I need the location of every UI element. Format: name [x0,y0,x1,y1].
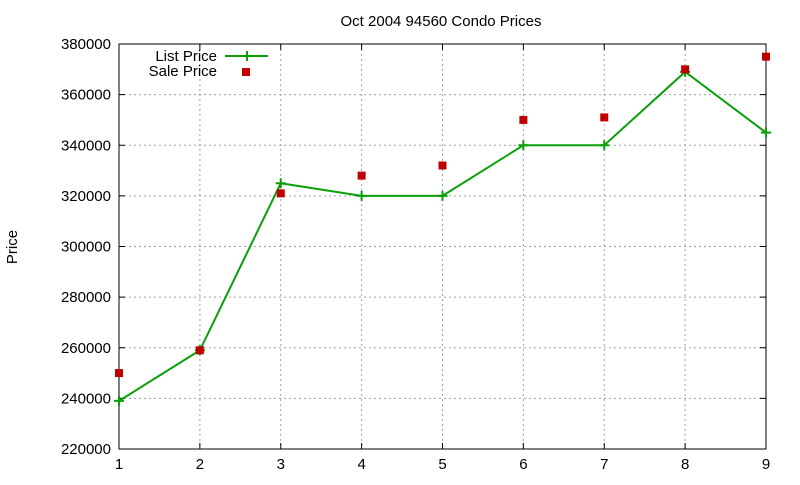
list-price-point [356,190,367,201]
y-tick-label: 260000 [61,340,111,357]
sale-price-point [195,346,204,355]
sale-price-point [438,161,447,170]
list-price-point [761,127,771,138]
sale-price-point [600,113,609,122]
legend-label-list-price: List Price [155,48,217,65]
grid [119,44,766,449]
x-tick-label: 8 [681,456,689,473]
sale-price-point [115,369,123,378]
y-tick-label: 280000 [61,289,111,306]
x-tick-label: 6 [519,456,527,473]
series [114,52,771,406]
sale-price-point [681,65,690,74]
x-tick-label: 7 [600,456,608,473]
list-price-point [114,395,124,406]
legend-marker-sale-price [242,68,250,76]
y-tick-label: 220000 [61,441,111,458]
list-price-point [599,140,610,151]
list-price-point [518,140,529,151]
legend-marker-list-price [242,51,252,61]
y-tick-label: 300000 [61,239,111,256]
list-price-point [275,178,286,189]
sale-price-point [519,115,528,124]
sale-price-point [276,189,285,198]
y-tick-label: 340000 [61,137,111,154]
chart-title: Oct 2004 94560 Condo Prices [341,13,542,30]
legend: List Price Sale Price [149,48,268,80]
x-tick-label: 2 [196,456,204,473]
axis-ticks: 1 2 3 4 5 6 7 8 9 220000 240000 260000 280000 300000 3… [61,36,770,473]
list-price-point [437,190,448,201]
sale-price-point [357,171,366,180]
sale-price-point [762,52,770,61]
y-tick-label: 320000 [61,188,111,205]
y-tick-label: 240000 [61,390,111,407]
y-tick-label: 360000 [61,87,111,104]
x-tick-label: 5 [438,456,446,473]
x-tick-label: 3 [277,456,285,473]
x-tick-label: 9 [762,456,770,473]
x-tick-label: 4 [357,456,365,473]
y-axis-label: Price [4,230,21,264]
legend-label-sale-price: Sale Price [149,63,217,80]
y-tick-label: 380000 [61,36,111,53]
series-line-list-price [118,70,767,402]
x-tick-label: 1 [115,456,123,473]
